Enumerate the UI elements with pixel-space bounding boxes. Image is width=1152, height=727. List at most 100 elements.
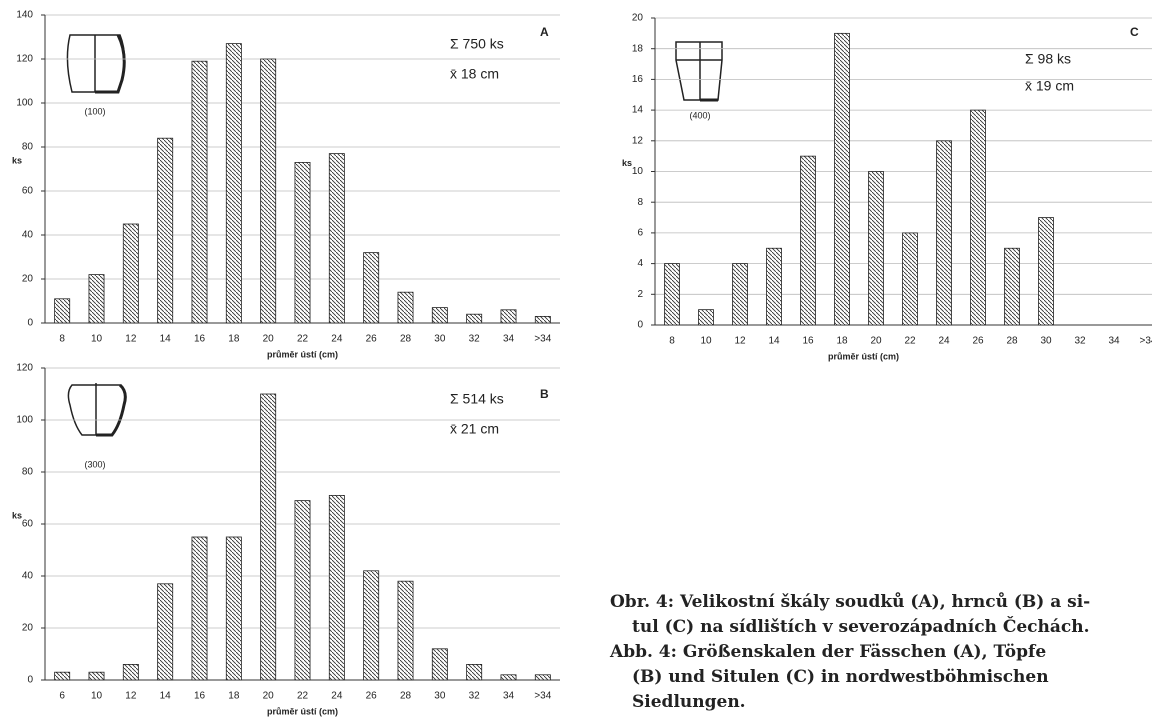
y-tick-label: 14 [632, 105, 644, 116]
bar [122, 664, 139, 681]
y-tick-label: 100 [16, 415, 33, 426]
x-tick-label: 28 [400, 334, 412, 345]
bar [466, 664, 483, 681]
y-tick-label: 40 [22, 571, 34, 582]
mean: x̄ 19 cm [1025, 78, 1074, 94]
x-tick-label: 28 [400, 691, 412, 702]
bar [970, 109, 986, 326]
bar [1004, 247, 1020, 326]
bar [1038, 217, 1054, 326]
x-tick-label: 32 [469, 691, 481, 702]
x-tick-label: 24 [331, 691, 343, 702]
bar [328, 153, 345, 324]
panel-label: C [1130, 25, 1139, 39]
x-tick-label: 20 [263, 334, 275, 345]
x-tick-label: 32 [1074, 336, 1086, 347]
x-tick-label: 22 [297, 691, 309, 702]
x-tick-label: 12 [125, 691, 137, 702]
y-tick-label: 80 [22, 142, 34, 153]
y-tick-label: 12 [632, 135, 644, 146]
y-axis-label: ks [622, 158, 632, 168]
mean: x̄ 18 cm [450, 66, 499, 82]
y-tick-label: 20 [22, 274, 34, 285]
x-tick-label: 28 [1006, 336, 1018, 347]
bar [936, 140, 952, 326]
bar [260, 58, 277, 324]
bar [54, 671, 71, 681]
x-tick-label: 10 [91, 334, 103, 345]
x-tick-label: 34 [503, 691, 515, 702]
x-tick-label: 16 [194, 691, 206, 702]
y-tick-label: 2 [637, 289, 643, 300]
x-tick-label: 24 [331, 334, 343, 345]
caption-line: Siedlungen. [632, 692, 746, 712]
x-tick-label: 12 [125, 334, 137, 345]
y-tick-label: 20 [632, 13, 644, 24]
x-tick-label: 34 [1108, 336, 1120, 347]
x-tick-label: 22 [297, 334, 309, 345]
y-tick-label: 80 [22, 467, 34, 478]
y-tick-label: 18 [632, 43, 644, 54]
y-tick-label: 20 [22, 623, 34, 634]
x-tick-label: 18 [836, 336, 848, 347]
bar [54, 298, 71, 324]
total: Σ 750 ks [450, 36, 504, 52]
bar [732, 263, 748, 326]
y-tick-label: 40 [22, 230, 34, 241]
x-tick-label: 16 [802, 336, 814, 347]
x-axis-label: průměr ústí (cm) [828, 351, 899, 361]
y-axis-label: ks [12, 155, 22, 165]
x-tick-label: 6 [59, 691, 65, 702]
panel-label: B [540, 387, 549, 401]
bar [225, 536, 242, 681]
y-tick-label: 0 [27, 318, 33, 329]
bar [363, 252, 380, 324]
y-tick-label: 4 [637, 258, 643, 269]
caption-line: Obr. 4: Velikostní škály soudků (A), hrn… [610, 592, 1091, 612]
mean: x̄ 21 cm [450, 421, 499, 437]
x-tick-label: 22 [904, 336, 916, 347]
x-tick-label: >34 [534, 691, 551, 702]
bar [431, 307, 448, 324]
caption-line: tul (C) na sídlištích v severozápadních … [632, 617, 1090, 637]
y-tick-label: 140 [16, 10, 33, 21]
scale-label: (400) [689, 110, 710, 120]
x-tick-label: >34 [1140, 336, 1152, 347]
y-tick-label: 100 [16, 98, 33, 109]
y-tick-label: 60 [22, 186, 34, 197]
x-tick-label: 8 [669, 336, 675, 347]
x-tick-label: 14 [160, 691, 172, 702]
bar [191, 536, 208, 681]
y-tick-label: 16 [632, 74, 644, 85]
x-tick-label: 32 [469, 334, 481, 345]
vessel-icon [66, 34, 723, 437]
x-tick-label: 14 [768, 336, 780, 347]
x-tick-label: 30 [434, 691, 446, 702]
x-tick-label: 30 [434, 334, 446, 345]
bar [328, 494, 345, 681]
panel-label: A [540, 25, 549, 39]
x-tick-label: 34 [503, 334, 515, 345]
x-axis-label: průměr ústí (cm) [267, 706, 338, 716]
y-tick-label: 60 [22, 519, 34, 530]
y-tick-label: 120 [16, 54, 33, 65]
bar [534, 315, 551, 324]
caption-line: (B) und Situlen (C) in nordwestböhmische… [632, 667, 1049, 687]
y-tick-label: 120 [16, 363, 33, 374]
y-tick-label: 6 [637, 228, 643, 239]
bar [122, 223, 139, 324]
bar [500, 674, 517, 681]
bar [157, 137, 174, 324]
x-tick-label: 24 [938, 336, 950, 347]
bar [191, 60, 208, 324]
bar [800, 155, 816, 326]
bar [664, 263, 680, 326]
x-axis-label: průměr ústí (cm) [267, 349, 338, 359]
x-tick-label: 12 [734, 336, 746, 347]
bar [363, 570, 380, 681]
x-tick-label: 26 [366, 691, 378, 702]
bar [431, 648, 448, 681]
bar [225, 43, 242, 324]
